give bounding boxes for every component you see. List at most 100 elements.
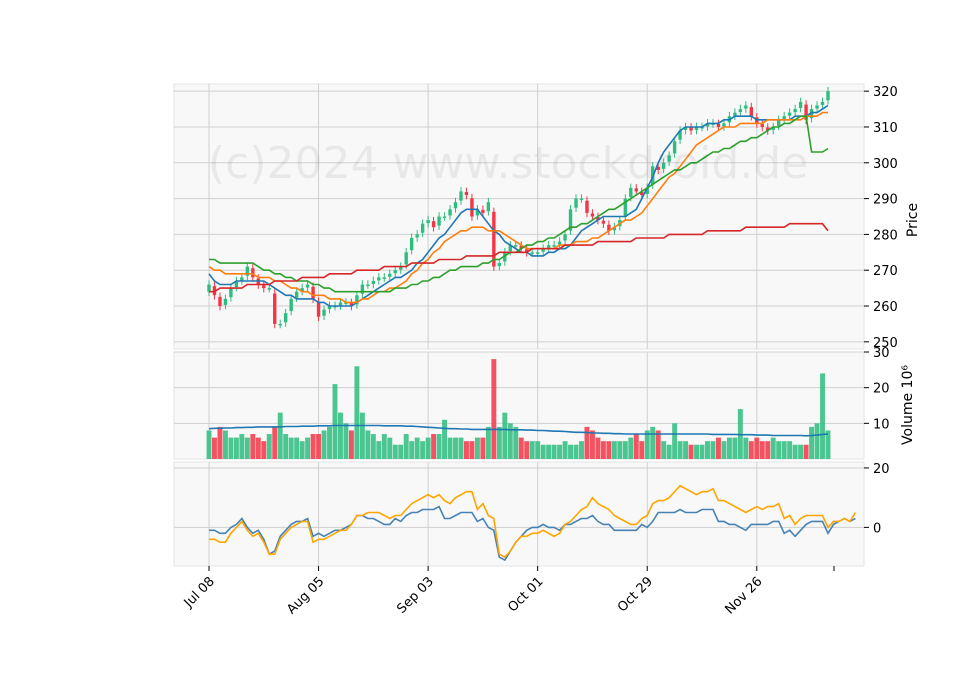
- candle-body: [612, 227, 617, 231]
- volume-bar: [305, 437, 311, 459]
- candle-body: [590, 213, 595, 217]
- volume-bar: [606, 441, 612, 459]
- volume-bar: [387, 437, 393, 459]
- volume-bar: [453, 437, 458, 459]
- volume-bar: [272, 426, 278, 459]
- candle-body: [541, 248, 545, 252]
- candle-body: [546, 245, 551, 249]
- candle-body: [557, 241, 562, 245]
- volume-bar: [732, 437, 738, 459]
- price-ma-line-2: [208, 111, 828, 304]
- candle-body: [448, 209, 452, 216]
- candle-body: [377, 277, 381, 281]
- volume-bar: [463, 441, 469, 459]
- candle-body: [245, 266, 250, 276]
- volume-bar: [458, 437, 464, 459]
- volume-bar: [568, 444, 574, 459]
- volume-bar: [644, 430, 650, 459]
- volume-bar: [617, 441, 623, 459]
- candle-body: [404, 252, 408, 265]
- candle-body: [251, 268, 255, 278]
- candle-body: [722, 123, 726, 127]
- volume-bar: [212, 437, 217, 459]
- volume-bar: [365, 430, 371, 459]
- candle-body: [300, 288, 304, 292]
- candle-body: [223, 298, 228, 305]
- candle-body: [338, 302, 343, 306]
- candle-body: [327, 306, 332, 310]
- candle-body: [760, 123, 764, 127]
- candle-body: [492, 211, 496, 267]
- volume-bar: [595, 437, 601, 459]
- volume-bar: [414, 437, 420, 459]
- candle-body: [426, 220, 430, 224]
- candle-body: [415, 234, 419, 238]
- volume-bar: [299, 441, 305, 459]
- volume-ytick-label: 10: [873, 417, 890, 432]
- candle-body: [694, 126, 699, 131]
- oscillator-line-1: [209, 505, 856, 562]
- volume-bar: [222, 430, 228, 459]
- candle-body: [262, 285, 266, 289]
- volume-bar: [584, 426, 590, 459]
- oscillator-panel: 0 20 Jul 08 Aug 05 Sep 03 Oct 01 Oct 29 Nov 26: [173, 461, 890, 617]
- volume-bar: [343, 423, 349, 459]
- price-ma-line-3: [209, 115, 829, 293]
- x-tick-label: Nov 26: [722, 574, 765, 617]
- candle-body: [442, 216, 447, 218]
- volume-ma-line: [208, 424, 829, 437]
- volume-bar: [803, 444, 809, 459]
- volume-bar: [546, 444, 552, 459]
- candle-body: [388, 273, 392, 277]
- candle-body: [629, 187, 633, 197]
- candle-body: [420, 223, 425, 233]
- candle-body: [574, 198, 578, 208]
- volume-bar: [792, 444, 798, 459]
- price-axis-label: Price: [905, 203, 921, 237]
- volume-bar: [250, 434, 256, 459]
- volume-bar: [633, 434, 639, 459]
- volume-bar: [639, 441, 645, 459]
- volume-bar: [672, 423, 678, 459]
- volume-bar: [721, 441, 727, 459]
- volume-bar: [781, 441, 787, 459]
- candle-body: [716, 123, 721, 127]
- volume-bar: [310, 434, 316, 459]
- volume-bar: [507, 423, 513, 459]
- volume-bar: [398, 444, 404, 459]
- candle-body: [798, 101, 803, 108]
- volume-bar: [710, 441, 716, 459]
- price-ytick-label: 300: [873, 157, 898, 172]
- volume-panel: 10 20 30: [173, 346, 890, 460]
- volume-bar: [579, 441, 584, 459]
- volume-bar: [666, 444, 672, 459]
- volume-bar: [787, 441, 793, 459]
- volume-bar: [332, 384, 338, 459]
- candle-body: [366, 284, 370, 287]
- candle-body: [475, 209, 480, 216]
- volume-bar: [420, 441, 426, 459]
- candle-body: [322, 309, 326, 316]
- volume-bar: [622, 441, 628, 459]
- volume-bar: [677, 441, 683, 459]
- volume-bar: [338, 412, 343, 459]
- oscillator-ytick-label: 20: [873, 462, 890, 477]
- volume-bar: [535, 441, 541, 459]
- volume-bar: [726, 437, 732, 459]
- volume-bar: [765, 441, 771, 459]
- volume-bar: [239, 434, 245, 459]
- volume-bar: [370, 434, 376, 459]
- volume-bar: [480, 437, 486, 459]
- volume-bar: [348, 430, 354, 459]
- candle-body: [278, 323, 282, 326]
- candle-body: [409, 237, 414, 251]
- price-ytick-label: 260: [873, 300, 898, 315]
- volume-bar: [447, 437, 453, 459]
- volume-bar: [228, 437, 234, 459]
- volume-bar: [628, 437, 634, 459]
- volume-bar: [529, 441, 535, 459]
- volume-bar: [491, 359, 497, 459]
- candle-body: [607, 224, 611, 231]
- candle-body: [431, 221, 436, 228]
- candle-body: [733, 112, 737, 116]
